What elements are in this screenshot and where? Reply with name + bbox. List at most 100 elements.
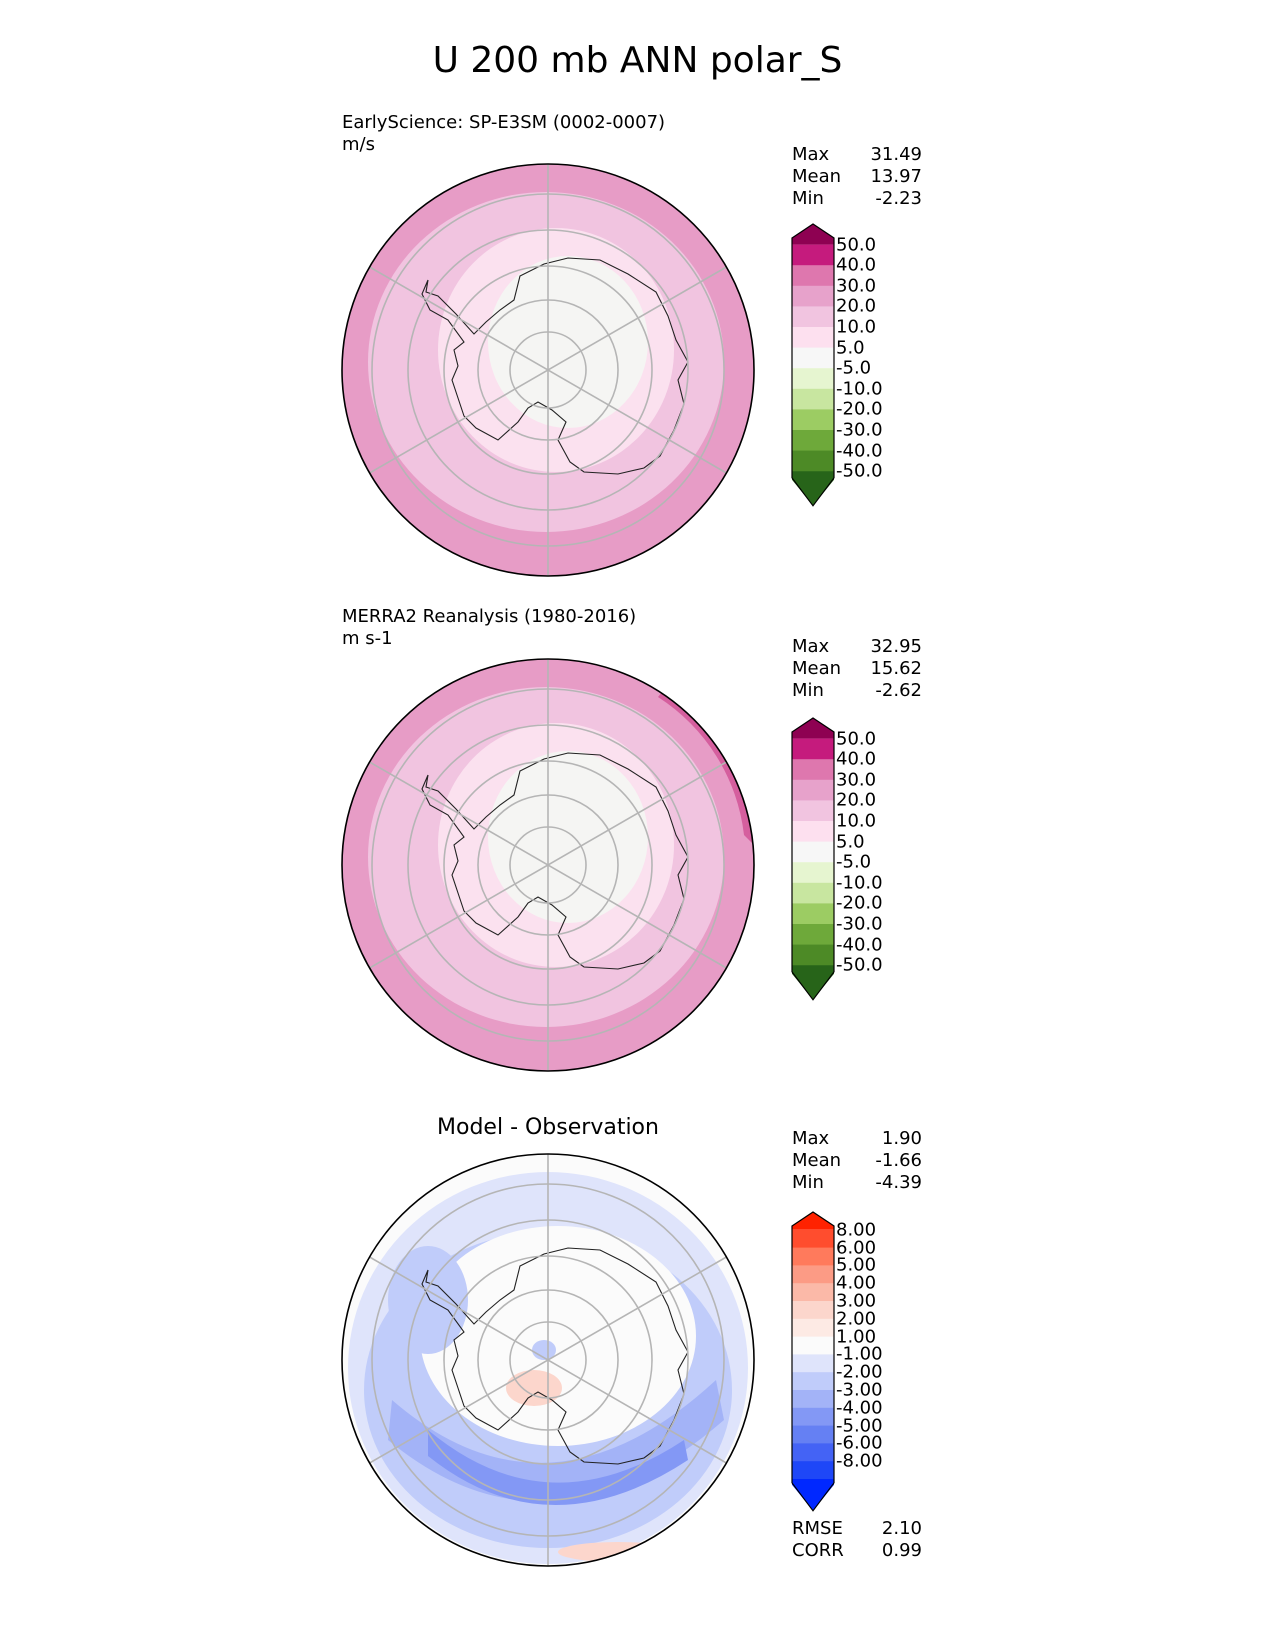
colorbar-tick-label: -5.00 bbox=[836, 1415, 883, 1437]
metric-label: CORR bbox=[792, 1540, 844, 1561]
colorbar-extend-top bbox=[792, 224, 834, 245]
stat-value: 31.49 bbox=[870, 144, 922, 165]
test-panel-title: EarlyScience: SP-E3SM (0002-0007) m/s bbox=[342, 112, 665, 156]
colorbar-tick-label: -30.0 bbox=[836, 419, 883, 441]
colorbar-tick-label: -6.00 bbox=[836, 1432, 883, 1454]
test-subtitle: EarlyScience: SP-E3SM (0002-0007) bbox=[342, 112, 666, 133]
test-units: m/s bbox=[342, 134, 375, 155]
antarctica-coastline bbox=[421, 1247, 689, 1465]
colorbar-swatch bbox=[792, 882, 834, 904]
colorbar-swatch bbox=[792, 924, 834, 946]
colorbar-swatch bbox=[792, 759, 834, 781]
colorbar-swatch bbox=[792, 903, 834, 925]
polar-map-diff bbox=[342, 1154, 754, 1566]
colorbar-tick-label: 40.0 bbox=[836, 254, 877, 276]
test-stats: Max 31.49 Mean 13.97 Min -2.23 bbox=[792, 144, 922, 210]
colorbar-tick-label: -8.00 bbox=[836, 1450, 883, 1472]
stat-value: -1.66 bbox=[875, 1150, 922, 1171]
colorbar-swatch bbox=[792, 244, 834, 266]
colorbar-tick-label: 30.0 bbox=[836, 275, 877, 297]
colorbar-outline bbox=[791, 223, 835, 507]
colorbar-tick-label: -40.0 bbox=[836, 934, 883, 956]
contour-fill bbox=[506, 1370, 562, 1406]
colorbar-tick-label: 40.0 bbox=[836, 748, 877, 770]
colorbar-extend-bottom bbox=[792, 965, 834, 1000]
colorbar-tick-label: 30.0 bbox=[836, 769, 877, 791]
colorbar-tick-label: -30.0 bbox=[836, 913, 883, 935]
colorbar-tick-label: 5.0 bbox=[836, 831, 865, 853]
stat-value: 32.95 bbox=[870, 636, 922, 657]
colorbar-tick-label: -3.00 bbox=[836, 1379, 883, 1401]
diff-stats: Max 1.90 Mean -1.66 Min -4.39 bbox=[792, 1128, 922, 1194]
colorbar-swatch bbox=[792, 265, 834, 287]
colorbar-swatch bbox=[792, 450, 834, 472]
meridian-gridline bbox=[369, 761, 727, 969]
colorbar-test bbox=[791, 223, 835, 507]
colorbar-swatch bbox=[792, 1229, 834, 1249]
colorbar-tick-label: -10.0 bbox=[836, 378, 883, 400]
colorbar-swatch bbox=[792, 1247, 834, 1266]
stat-label: Max bbox=[792, 1128, 830, 1149]
contour-fill bbox=[488, 751, 648, 923]
stat-label: Min bbox=[792, 188, 824, 209]
colorbar-swatch bbox=[792, 1425, 834, 1444]
colorbar-swatch bbox=[792, 347, 834, 369]
colorbar-tick-label: 4.00 bbox=[836, 1272, 877, 1294]
colorbar-swatch bbox=[792, 388, 834, 410]
colorbar-tick-label: -1.00 bbox=[836, 1343, 883, 1365]
colorbar-swatch bbox=[792, 285, 834, 307]
colorbar-swatch bbox=[792, 800, 834, 822]
colorbar-tick-label: 20.0 bbox=[836, 295, 877, 317]
metric-label: RMSE bbox=[792, 1518, 843, 1539]
stat-label: Mean bbox=[792, 658, 842, 679]
colorbar-tick-label: -10.0 bbox=[836, 872, 883, 894]
colorbar-tick-label: 1.00 bbox=[836, 1326, 877, 1348]
colorbar-outline bbox=[791, 1211, 835, 1512]
polar-map-test bbox=[342, 164, 754, 576]
colorbar-extend-top bbox=[792, 1212, 834, 1230]
colorbar-swatch bbox=[792, 1336, 834, 1355]
colorbar-tick-label: -4.00 bbox=[836, 1397, 883, 1419]
colorbar-swatch bbox=[792, 841, 834, 863]
map-boundary bbox=[341, 658, 755, 1072]
map-boundary bbox=[341, 1153, 755, 1567]
ref-stats: Max 32.95 Mean 15.62 Min -2.62 bbox=[792, 636, 922, 702]
colorbar-tick-label: 5.00 bbox=[836, 1254, 877, 1276]
contour-fill bbox=[388, 1246, 468, 1354]
colorbar-tick-label: 50.0 bbox=[836, 234, 877, 256]
colorbar-reference bbox=[791, 717, 835, 1001]
stat-label: Max bbox=[792, 144, 830, 165]
ref-subtitle: MERRA2 Reanalysis (1980-2016) bbox=[342, 606, 637, 627]
colorbar-tick-label: 6.00 bbox=[836, 1237, 877, 1259]
colorbar-swatch bbox=[792, 409, 834, 431]
contour-fill bbox=[420, 1226, 696, 1446]
colorbar-swatch bbox=[792, 1461, 834, 1480]
colorbar-extend-bottom bbox=[792, 1479, 834, 1511]
colorbar-tick-label: 50.0 bbox=[836, 728, 877, 750]
antarctica-coastline bbox=[421, 257, 689, 475]
stat-value: -2.23 bbox=[875, 188, 922, 209]
colorbar-swatch bbox=[792, 779, 834, 801]
colorbar-swatch bbox=[792, 1372, 834, 1391]
colorbar-diff bbox=[791, 1211, 835, 1512]
colorbar-swatch bbox=[792, 862, 834, 884]
colorbar-tick-label: -20.0 bbox=[836, 892, 883, 914]
stat-value: 13.97 bbox=[870, 166, 922, 187]
colorbar-tick-label: 10.0 bbox=[836, 316, 877, 338]
map-boundary bbox=[341, 163, 755, 577]
colorbar-swatch bbox=[792, 1354, 834, 1373]
rmse-value: 2.10 bbox=[881, 1518, 922, 1539]
colorbar-swatch bbox=[792, 1265, 834, 1284]
stat-value: 1.90 bbox=[881, 1128, 922, 1149]
colorbar-tick-label: -40.0 bbox=[836, 440, 883, 462]
diff-metrics: RMSE 2.10 CORR 0.99 bbox=[792, 1518, 922, 1562]
colorbar-swatch bbox=[792, 1443, 834, 1462]
meridian-gridline bbox=[369, 266, 727, 474]
stat-value: -4.39 bbox=[875, 1172, 922, 1193]
colorbar-tick-label: -2.00 bbox=[836, 1361, 883, 1383]
colorbar-swatch bbox=[792, 944, 834, 966]
colorbar-swatch bbox=[792, 738, 834, 760]
colorbar-swatch bbox=[792, 368, 834, 390]
colorbar-swatch bbox=[792, 1390, 834, 1409]
